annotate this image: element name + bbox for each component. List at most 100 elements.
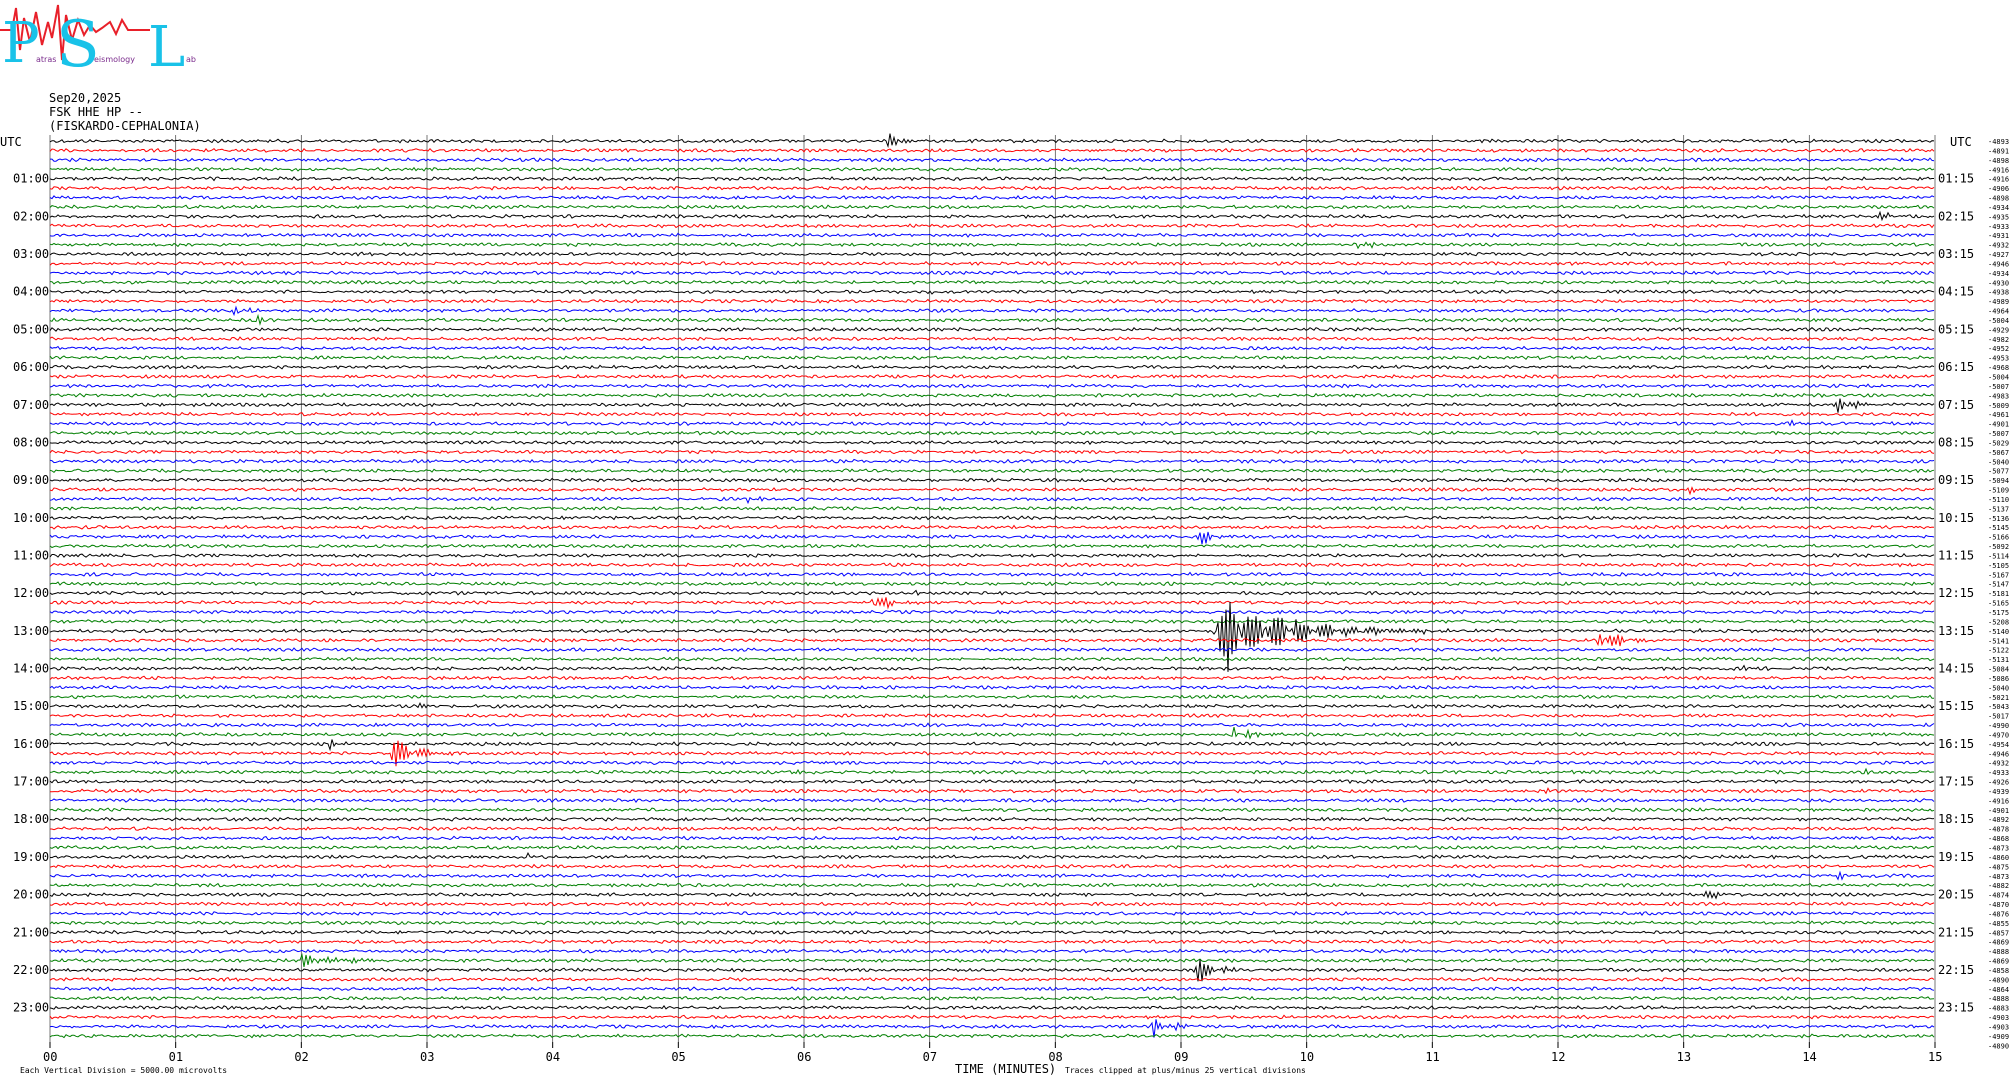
trace-95 <box>49 1033 1935 1039</box>
trace-17 <box>49 298 1935 304</box>
right-hour-label-06:15: 06:15 <box>1938 360 1974 374</box>
trace-6 <box>49 194 1935 200</box>
offset-label-95: -4909 <box>1988 1033 2009 1041</box>
x-tick-label-12: 12 <box>1551 1050 1565 1064</box>
x-tick-label-11: 11 <box>1425 1050 1439 1064</box>
right-hour-label-07:15: 07:15 <box>1938 398 1974 412</box>
x-tick-labels: 00 01 02 03 04 05 06 07 08 09 10 11 12 13 14 15 <box>43 1042 1942 1064</box>
trace-18 <box>49 305 1935 317</box>
right-hour-label-14:15: 14:15 <box>1938 662 1974 676</box>
trace-69 <box>50 787 1935 795</box>
x-tick-label-02: 02 <box>294 1050 308 1064</box>
offset-label-94: -4903 <box>1988 1023 2009 1031</box>
offset-label-73: -4878 <box>1988 826 2009 834</box>
trace-49 <box>49 597 1935 610</box>
trace-47 <box>49 581 1935 587</box>
trace-15 <box>49 279 1935 285</box>
offset-label-30: -4901 <box>1988 421 2009 429</box>
trace-91 <box>49 995 1935 1001</box>
trace-73 <box>50 826 1935 832</box>
offset-label-80: -4874 <box>1988 892 2009 900</box>
trace-37 <box>49 486 1935 496</box>
trace-94 <box>49 1019 1935 1038</box>
right-hour-label-11:15: 11:15 <box>1938 548 1974 562</box>
trace-1 <box>49 147 1935 154</box>
trace-40 <box>49 515 1935 521</box>
offset-label-79: -4882 <box>1988 882 2009 890</box>
left-hour-label-15:00: 15:00 <box>13 699 49 713</box>
trace-28 <box>49 398 1935 413</box>
minute-gridlines <box>49 135 1936 1042</box>
trace-50 <box>49 609 1935 615</box>
trace-32 <box>49 439 1935 446</box>
offset-label-59: -5021 <box>1988 694 2009 702</box>
x-tick-label-15: 15 <box>1928 1050 1942 1064</box>
offset-label-65: -4946 <box>1988 750 2009 758</box>
offset-label-75: -4873 <box>1988 845 2009 853</box>
left-hour-label-19:00: 19:00 <box>13 850 49 864</box>
trace-3 <box>49 166 1935 172</box>
right-hour-label-10:15: 10:15 <box>1938 511 1974 525</box>
logo-seismic-wave <box>0 4 150 61</box>
left-hour-label-12:00: 12:00 <box>13 586 49 600</box>
x-tick-label-13: 13 <box>1677 1050 1691 1064</box>
offset-label-86: -4888 <box>1988 948 2009 956</box>
offset-label-42: -5166 <box>1988 534 2009 542</box>
trace-83 <box>49 920 1935 926</box>
trace-23 <box>49 355 1935 361</box>
offset-label-63: -4970 <box>1988 731 2009 739</box>
trace-92 <box>49 1005 1935 1011</box>
x-tick-label-14: 14 <box>1802 1050 1816 1064</box>
offset-label-60: -5043 <box>1988 703 2009 711</box>
right-hour-label-19:15: 19:15 <box>1938 850 1974 864</box>
offset-label-61: -5017 <box>1988 713 2009 721</box>
right-hour-label-04:15: 04:15 <box>1938 285 1974 299</box>
trace-59 <box>49 694 1934 700</box>
trace-67 <box>49 767 1934 776</box>
footer-clipping-note: Traces clipped at plus/minus 25 vertical… <box>1065 1066 1306 1075</box>
offset-label-24: -4968 <box>1988 364 2009 372</box>
trace-27 <box>49 392 1935 398</box>
trace-80 <box>49 890 1935 900</box>
trace-21 <box>49 336 1935 342</box>
trace-14 <box>49 270 1935 276</box>
trace-34 <box>49 458 1935 464</box>
trace-61 <box>49 713 1935 719</box>
offset-label-36: -5094 <box>1988 477 2009 485</box>
offset-label-6: -4898 <box>1988 195 2009 203</box>
offset-label-33: -5067 <box>1988 449 2009 457</box>
trace-48 <box>49 589 1935 597</box>
offset-label-35: -5077 <box>1988 468 2009 476</box>
trace-71 <box>49 807 1935 813</box>
trace-44 <box>49 552 1935 558</box>
trace-8 <box>49 210 1935 222</box>
offset-label-89: -4890 <box>1988 976 2009 984</box>
left-hour-label-22:00: 22:00 <box>13 963 49 977</box>
offset-label-83: -4855 <box>1988 920 2009 928</box>
offset-label-4: -4916 <box>1988 176 2009 184</box>
station-location: (FISKARDO-CEPHALONIA) <box>49 119 201 133</box>
trace-45 <box>49 562 1935 568</box>
right-hour-label-21:15: 21:15 <box>1938 925 1974 939</box>
offset-label-57: -5086 <box>1988 675 2009 683</box>
offset-label-67: -4933 <box>1988 769 2009 777</box>
trace-64 <box>49 739 1935 752</box>
x-axis-label: TIME (MINUTES) <box>955 1062 1056 1076</box>
trace-60 <box>49 702 1935 709</box>
trace-90 <box>49 986 1935 992</box>
trace-26 <box>49 383 1935 389</box>
footer-vertical-division: Each Vertical Division = 5000.00 microvo… <box>20 1066 227 1075</box>
trace-55 <box>49 656 1935 662</box>
trace-20 <box>49 326 1935 333</box>
offset-label-21: -4982 <box>1988 336 2009 344</box>
offset-label-25: -5004 <box>1988 374 2009 382</box>
trace-74 <box>49 835 1935 841</box>
offset-label-74: -4868 <box>1988 835 2009 843</box>
trace-78 <box>49 870 1935 881</box>
offset-label-90: -4864 <box>1988 986 2009 994</box>
offset-label-56: -5084 <box>1988 666 2009 674</box>
station-info: Sep20,2025 FSK HHE HP -- (FISKARDO-CEPHA… <box>49 91 201 133</box>
x-tick-label-06: 06 <box>797 1050 811 1064</box>
trace-24 <box>49 364 1935 370</box>
left-hour-label-10:00: 10:00 <box>13 511 49 525</box>
